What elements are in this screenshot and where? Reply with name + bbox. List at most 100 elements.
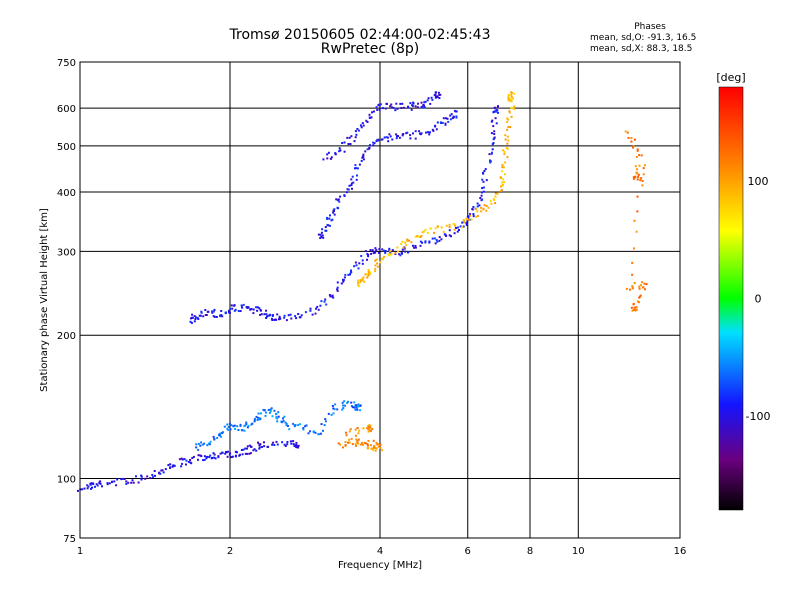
scatter-point xyxy=(318,433,321,436)
scatter-point xyxy=(502,166,505,169)
scatter-point xyxy=(99,482,102,485)
scatter-point xyxy=(164,468,167,471)
scatter-point xyxy=(354,164,357,167)
scatter-point xyxy=(471,208,474,210)
scatter-point xyxy=(366,273,369,276)
scatter-point xyxy=(633,247,635,250)
scatter-point xyxy=(508,111,511,114)
scatter-point xyxy=(332,211,335,214)
scatter-point xyxy=(343,194,346,197)
scatter-point xyxy=(259,412,262,415)
scatter-point xyxy=(258,307,261,310)
scatter-point xyxy=(326,157,329,160)
scatter-point xyxy=(171,465,174,468)
scatter-point xyxy=(340,282,343,285)
scatter-point xyxy=(230,304,233,307)
scatter-point xyxy=(131,479,134,482)
scatter-point xyxy=(353,140,356,143)
scatter-point xyxy=(644,288,646,291)
scatter-point xyxy=(480,194,483,197)
scatter-point xyxy=(389,251,392,254)
scatter-point xyxy=(492,125,495,128)
scatter-point xyxy=(257,441,259,444)
scatter-point xyxy=(376,265,379,268)
scatter-point xyxy=(435,239,438,241)
y-tick-label: 200 xyxy=(57,331,76,342)
scatter-point xyxy=(357,442,359,445)
scatter-point xyxy=(398,136,401,139)
scatter-point xyxy=(491,151,493,154)
scatter-point xyxy=(258,418,261,421)
scatter-point xyxy=(249,308,252,311)
scatter-point xyxy=(447,120,450,123)
scatter-point xyxy=(314,312,317,315)
scatter-point xyxy=(394,252,397,255)
scatter-point xyxy=(336,286,339,289)
scatter-point xyxy=(298,316,301,319)
scatter-point xyxy=(325,229,328,232)
scatter-point xyxy=(435,128,438,131)
scatter-point xyxy=(414,246,417,249)
scatter-point xyxy=(94,485,96,488)
scatter-point xyxy=(372,252,375,255)
colorbar-tick-label: -100 xyxy=(746,410,771,423)
scatter-point xyxy=(410,241,413,244)
scatter-point xyxy=(375,249,378,252)
scatter-point xyxy=(374,251,377,254)
scatter-point xyxy=(344,441,347,443)
scatter-point xyxy=(431,128,434,131)
scatter-point xyxy=(398,253,401,256)
scatter-point xyxy=(255,306,258,309)
scatter-point xyxy=(264,414,267,417)
scatter-point xyxy=(167,464,170,467)
scatter-point xyxy=(452,223,455,226)
scatter-point xyxy=(295,317,298,320)
scatter-point xyxy=(378,108,381,111)
scatter-point xyxy=(379,443,382,446)
scatter-point xyxy=(286,441,289,443)
scatter-point xyxy=(495,122,498,125)
scatter-point xyxy=(465,224,468,226)
scatter-point xyxy=(475,208,478,211)
scatter-point xyxy=(237,310,240,312)
scatter-point xyxy=(431,237,434,240)
scatter-point xyxy=(213,438,216,441)
scatter-point xyxy=(144,477,147,480)
scatter-point xyxy=(450,235,452,238)
scatter-point xyxy=(399,254,402,257)
scatter-point xyxy=(624,130,627,133)
scatter-point xyxy=(86,484,89,487)
scatter-point xyxy=(335,198,338,201)
scatter-point xyxy=(482,190,485,193)
scatter-point xyxy=(480,210,483,213)
scatter-point xyxy=(275,440,278,443)
scatter-point xyxy=(404,250,407,253)
scatter-point xyxy=(508,110,511,113)
scatter-point xyxy=(191,313,194,316)
scatter-point xyxy=(96,484,99,487)
scatter-point xyxy=(253,448,256,451)
scatter-point xyxy=(490,202,493,205)
scatter-point xyxy=(349,271,352,274)
scatter-point xyxy=(289,313,292,316)
scatter-point xyxy=(376,138,379,141)
scatter-point xyxy=(321,234,324,237)
scatter-point xyxy=(242,448,245,451)
scatter-point xyxy=(312,430,315,433)
scatter-point xyxy=(252,308,255,311)
scatter-point xyxy=(402,246,405,249)
scatter-point xyxy=(173,464,176,467)
scatter-point xyxy=(326,218,329,220)
scatter-point xyxy=(283,316,286,319)
scatter-point xyxy=(357,129,360,132)
scatter-point xyxy=(311,313,314,316)
scatter-point xyxy=(286,425,289,427)
scatter-point xyxy=(250,308,253,310)
scatter-point xyxy=(259,313,261,316)
scatter-point xyxy=(374,247,377,250)
scatter-point xyxy=(333,213,336,216)
scatter-point xyxy=(351,187,353,190)
scatter-point xyxy=(374,267,377,270)
scatter-point xyxy=(374,449,377,452)
scatter-point xyxy=(347,441,349,444)
